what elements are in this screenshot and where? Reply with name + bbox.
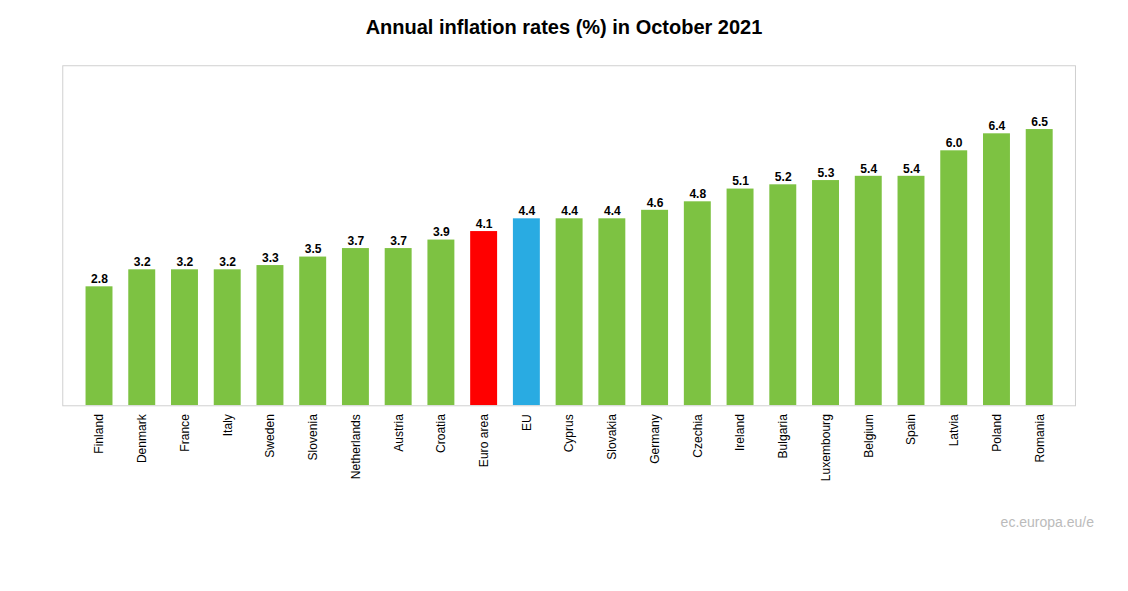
svg-text:Spain: Spain	[904, 414, 918, 445]
svg-text:3.9: 3.9	[433, 225, 450, 239]
svg-text:Cyprus: Cyprus	[562, 414, 576, 452]
svg-text:Croatia: Croatia	[434, 414, 448, 453]
svg-text:5.4: 5.4	[903, 162, 920, 176]
html-text:Annual inflation rates (%) in: Annual inflation rates (%) in October 20…	[365, 16, 763, 38]
svg-text:6.5: 6.5	[1031, 115, 1048, 129]
svg-text:5.1: 5.1	[732, 174, 749, 188]
html-text:ec.europa.eu/e: ec.europa.eu/e	[1000, 514, 1094, 531]
svg-text:3.7: 3.7	[390, 234, 407, 248]
svg-text:Italy: Italy	[221, 414, 235, 436]
svg-text:Slovakia: Slovakia	[605, 414, 619, 460]
svg-text:Bulgaria: Bulgaria	[776, 414, 790, 459]
svg-text:Luxembourg: Luxembourg	[819, 414, 833, 481]
svg-text:Germany: Germany	[648, 414, 662, 464]
svg-text:Romania: Romania	[1033, 414, 1047, 463]
svg-text:2.8: 2.8	[91, 272, 108, 286]
svg-text:3.7: 3.7	[348, 234, 365, 248]
svg-text:6.0: 6.0	[946, 136, 963, 150]
svg-text:4.1: 4.1	[476, 217, 493, 231]
svg-text:4.4: 4.4	[518, 204, 535, 218]
svg-text:5.3: 5.3	[818, 166, 835, 180]
svg-text:5.4: 5.4	[860, 162, 877, 176]
svg-text:3.3: 3.3	[262, 251, 279, 265]
svg-text:4.6: 4.6	[647, 196, 664, 210]
svg-text:4.4: 4.4	[604, 204, 621, 218]
svg-text:Belgium: Belgium	[862, 414, 876, 458]
svg-text:Slovenia: Slovenia	[306, 414, 320, 461]
svg-text:Poland: Poland	[990, 414, 1004, 452]
svg-text:3.5: 3.5	[305, 242, 322, 256]
svg-text:3.2: 3.2	[177, 255, 194, 269]
svg-text:Denmark: Denmark	[135, 413, 149, 463]
svg-text:Czechia: Czechia	[691, 414, 705, 458]
svg-text:4.4: 4.4	[561, 204, 578, 218]
svg-text:4.8: 4.8	[689, 187, 706, 201]
svg-text:Netherlands: Netherlands	[349, 414, 363, 479]
svg-text:6.4: 6.4	[989, 119, 1006, 133]
svg-text:EU: EU	[520, 414, 534, 431]
svg-text:Finland: Finland	[92, 414, 106, 454]
svg-text:Austria: Austria	[391, 414, 405, 452]
svg-text:3.2: 3.2	[219, 255, 236, 269]
svg-text:Sweden: Sweden	[263, 414, 277, 458]
svg-text:Euro area: Euro area	[477, 414, 491, 467]
svg-text:Ireland: Ireland	[733, 414, 747, 451]
svg-text:Latvia: Latvia	[947, 414, 961, 446]
svg-text:3.2: 3.2	[134, 255, 151, 269]
svg-text:France: France	[178, 414, 192, 452]
svg-text:5.2: 5.2	[775, 170, 792, 184]
